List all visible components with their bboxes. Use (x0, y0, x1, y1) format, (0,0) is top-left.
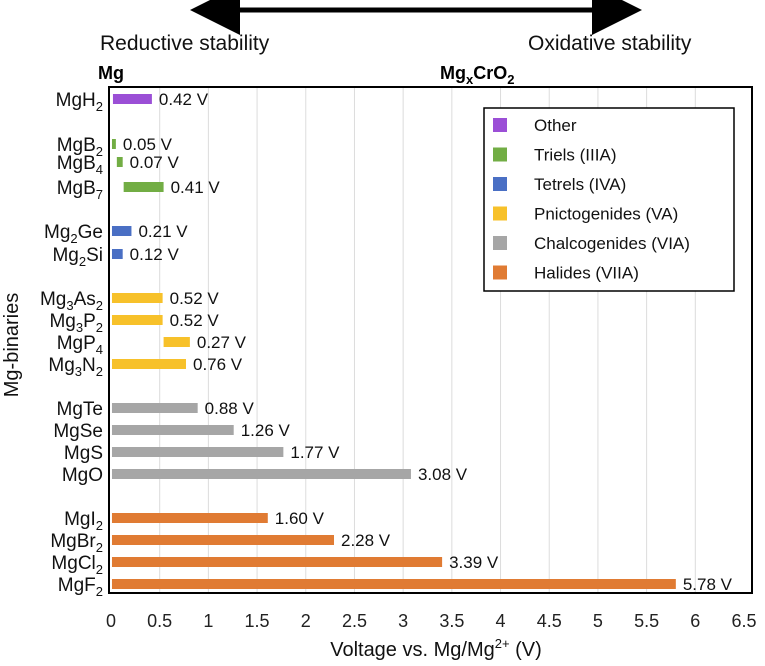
x-axis-title: Voltage vs. Mg/Mg2+ (V) (330, 636, 542, 661)
x-tick-label: 1 (203, 611, 213, 631)
category-label: MgI2 (64, 509, 103, 533)
x-tick-label: 4.5 (537, 611, 562, 631)
x-tick-labels: 0 0.5 1 1.5 2 2.5 3 3.5 4 4.5 5 5.5 6 6.5 (106, 611, 757, 631)
category-label: Mg2Si (52, 245, 103, 269)
legend: Other Triels (IIIA) Tetrels (IVA) Pnictogen… (483, 107, 735, 292)
legend-entry: Halides (VIIA) (534, 264, 639, 283)
x-tick-label: 3 (398, 611, 408, 631)
y-axis-title: Mg-binaries (1, 293, 23, 397)
legend-entry: Chalcogenides (VIA) (534, 234, 690, 253)
bar (111, 425, 234, 435)
bar-value-label: 0.05 V (123, 135, 173, 154)
category-label: MgP4 (57, 333, 103, 357)
category-label: Mg3N2 (48, 355, 103, 379)
bar (111, 315, 163, 325)
category-label: MgB4 (57, 153, 103, 177)
legend-entry: Triels (IIIA) (534, 146, 616, 165)
x-tick-label: 5 (593, 611, 603, 631)
x-tick-label: 6.5 (731, 611, 756, 631)
x-tick-label: 4 (496, 611, 506, 631)
x-tick-label: 0.5 (147, 611, 172, 631)
bar (111, 139, 116, 149)
bar-value-label: 1.77 V (290, 443, 340, 462)
bar-value-label: 0.07 V (130, 153, 180, 172)
bar (111, 359, 186, 369)
bar (111, 403, 198, 413)
bar (111, 447, 284, 457)
bar-value-label: 0.52 V (170, 289, 220, 308)
x-tick-label: 6 (690, 611, 700, 631)
mgxcro2-anchor-label: MgxCrO2 (440, 63, 514, 87)
bars-group: 0.42 V 0.05 V0.07 V 0.41 V 0.21 V 0.12 V 0.52… (111, 90, 733, 594)
x-tick-label: 3.5 (439, 611, 464, 631)
category-label: MgSe (53, 421, 103, 442)
bar (163, 337, 190, 347)
bar (111, 557, 443, 567)
mg-anchor-label: Mg (98, 63, 124, 83)
legend-swatch (493, 265, 507, 280)
bar (116, 157, 123, 167)
bar-value-label: 0.88 V (205, 399, 255, 418)
legend-swatch (493, 147, 507, 162)
category-label: MgH2 (56, 90, 103, 114)
category-label: MgCl2 (51, 553, 103, 577)
bar (112, 94, 152, 104)
x-tick-label: 2.5 (342, 611, 367, 631)
category-label: Mg3P2 (49, 311, 103, 335)
bar (111, 293, 163, 303)
bar-value-label: 5.78 V (683, 575, 733, 594)
bar (123, 182, 164, 192)
category-label: MgF2 (58, 575, 103, 599)
x-tick-label: 0 (106, 611, 116, 631)
bar (111, 226, 132, 236)
legend-box (483, 107, 735, 292)
bar-value-label: 0.52 V (170, 311, 220, 330)
bar-value-label: 0.27 V (197, 333, 247, 352)
bar (111, 513, 268, 523)
bar-value-label: 3.39 V (449, 553, 499, 572)
bar-value-label: 1.60 V (275, 509, 325, 528)
bar (111, 249, 123, 259)
legend-swatch (493, 177, 507, 191)
legend-entry: Tetrels (IVA) (534, 175, 626, 194)
bar (111, 535, 335, 545)
x-tick-label: 2 (301, 611, 311, 631)
bar-value-label: 0.21 V (138, 222, 188, 241)
bar-value-label: 3.08 V (418, 465, 468, 484)
bar-value-label: 0.41 V (171, 178, 221, 197)
legend-swatch (493, 206, 507, 221)
bar-value-label: 1.26 V (241, 421, 291, 440)
bar-value-label: 0.76 V (193, 355, 243, 374)
bar-value-label: 0.42 V (159, 90, 209, 109)
category-label: MgS (64, 443, 103, 464)
bar-value-label: 0.12 V (130, 245, 180, 264)
bar (111, 579, 676, 589)
category-label: MgB7 (57, 178, 103, 202)
oxidative-stability-label: Oxidative stability (528, 32, 692, 55)
legend-swatch (493, 236, 507, 250)
category-label: MgO (62, 465, 103, 486)
reductive-stability-label: Reductive stability (100, 32, 270, 55)
legend-entry: Other (534, 116, 577, 135)
x-tick-label: 5.5 (634, 611, 659, 631)
plot-frame (108, 86, 753, 594)
category-label: MgTe (57, 399, 103, 420)
bar-value-label: 2.28 V (341, 531, 391, 550)
category-label: Mg2Ge (44, 222, 103, 246)
category-label: Mg3As2 (40, 289, 103, 313)
bar (111, 469, 411, 479)
category-label: MgB2 (57, 135, 103, 159)
legend-swatch (493, 118, 507, 132)
category-label: MgBr2 (50, 531, 103, 555)
legend-entry: Pnictogenides (VA) (534, 205, 678, 224)
x-tick-label: 1.5 (245, 611, 270, 631)
